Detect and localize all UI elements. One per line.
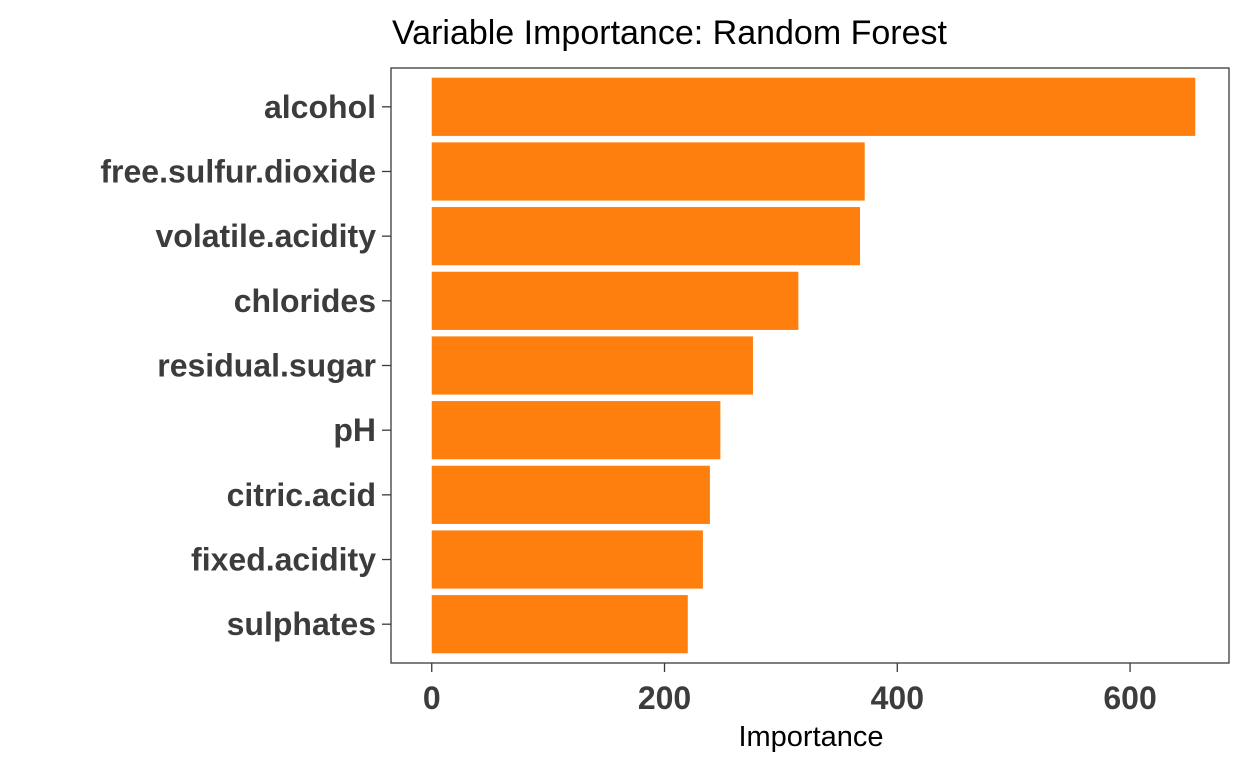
bar-sulphates — [431, 595, 688, 654]
bar-alcohol — [431, 77, 1196, 136]
y-tick-label: volatile.acidity — [155, 218, 376, 254]
bars-layer — [431, 77, 1196, 654]
y-tick-label: sulphates — [227, 606, 376, 642]
x-tick-label: 400 — [871, 680, 924, 716]
y-tick-label: residual.sugar — [157, 348, 376, 384]
x-axis-label: Importance — [738, 721, 883, 753]
y-tick-label: free.sulfur.dioxide — [100, 153, 376, 189]
bar-residual.sugar — [431, 336, 753, 395]
y-tick-label: citric.acid — [227, 477, 376, 513]
bar-pH — [431, 401, 721, 460]
x-tick-label: 200 — [638, 680, 691, 716]
bar-citric.acid — [431, 465, 710, 524]
y-tick-label: chlorides — [234, 283, 376, 319]
x-tick-label: 600 — [1103, 680, 1156, 716]
bar-fixed.acidity — [431, 530, 703, 589]
x-tick-label: 0 — [423, 680, 441, 716]
chart-title: Variable Importance: Random Forest — [392, 14, 948, 52]
y-axis: alcohol free.sulfur.dioxide volatile.acidi… — [100, 89, 391, 642]
x-axis: 0 200 400 600 — [423, 663, 1157, 716]
bar-volatile.acidity — [431, 207, 861, 266]
bar-chlorides — [431, 271, 799, 330]
bar-free.sulfur.dioxide — [431, 142, 865, 201]
y-tick-label: fixed.acidity — [191, 542, 376, 578]
y-tick-label: alcohol — [264, 89, 376, 125]
y-tick-label: pH — [333, 412, 376, 448]
